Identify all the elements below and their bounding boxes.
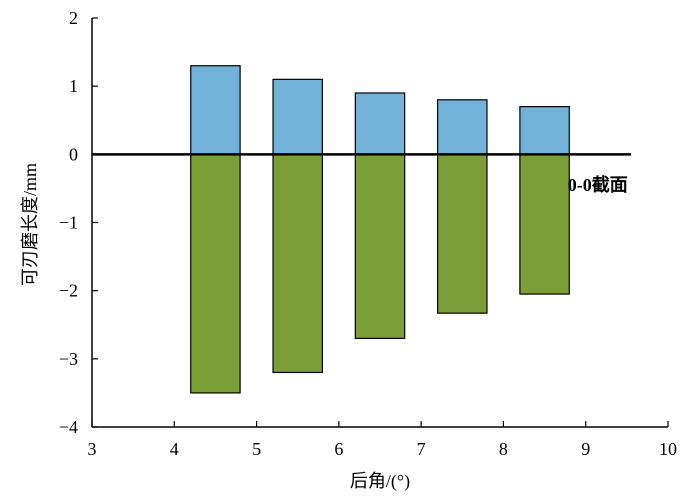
bar-negative-2: [272, 153, 323, 374]
y-tick-label: −4: [59, 417, 78, 437]
bar-positive-4: [437, 99, 488, 155]
y-tick-label: 2: [69, 8, 78, 28]
x-tick-label: 7: [417, 439, 426, 459]
x-tick-label: 4: [170, 439, 179, 459]
x-axis-title: 后角/(°): [350, 471, 410, 492]
section-annotation: 0-0截面: [568, 174, 628, 195]
y-tick-label: −2: [59, 281, 78, 301]
x-tick-label: 3: [88, 439, 97, 459]
bar-negative-4: [437, 153, 488, 314]
x-tick-label: 6: [334, 439, 343, 459]
y-tick-label: −3: [59, 349, 78, 369]
y-axis-title: 可刃磨长度/mm: [20, 163, 40, 286]
y-tick-label: −1: [59, 213, 78, 233]
bar-positive-5: [519, 106, 570, 155]
x-tick-label: 8: [499, 439, 508, 459]
bar-negative-5: [519, 153, 570, 295]
bar-positive-2: [272, 78, 323, 155]
x-tick-label: 10: [659, 439, 677, 459]
ticks-layer: 210−1−2−3−43 4 5 6 7 8 9 10: [59, 8, 677, 459]
x-tick-label: 5: [252, 439, 261, 459]
bar-negative-1: [190, 153, 241, 394]
y-tick-label: 0: [69, 144, 78, 164]
x-tick-label: 9: [581, 439, 590, 459]
bar-positive-1: [190, 65, 241, 155]
labels-layer: 0-0截面 后角/(°) 可刃磨长度/mm: [20, 163, 628, 492]
bars-layer: [190, 65, 570, 394]
bar-negative-3: [354, 153, 406, 339]
y-tick-label: 1: [69, 76, 78, 96]
bar-positive-3: [354, 92, 406, 155]
